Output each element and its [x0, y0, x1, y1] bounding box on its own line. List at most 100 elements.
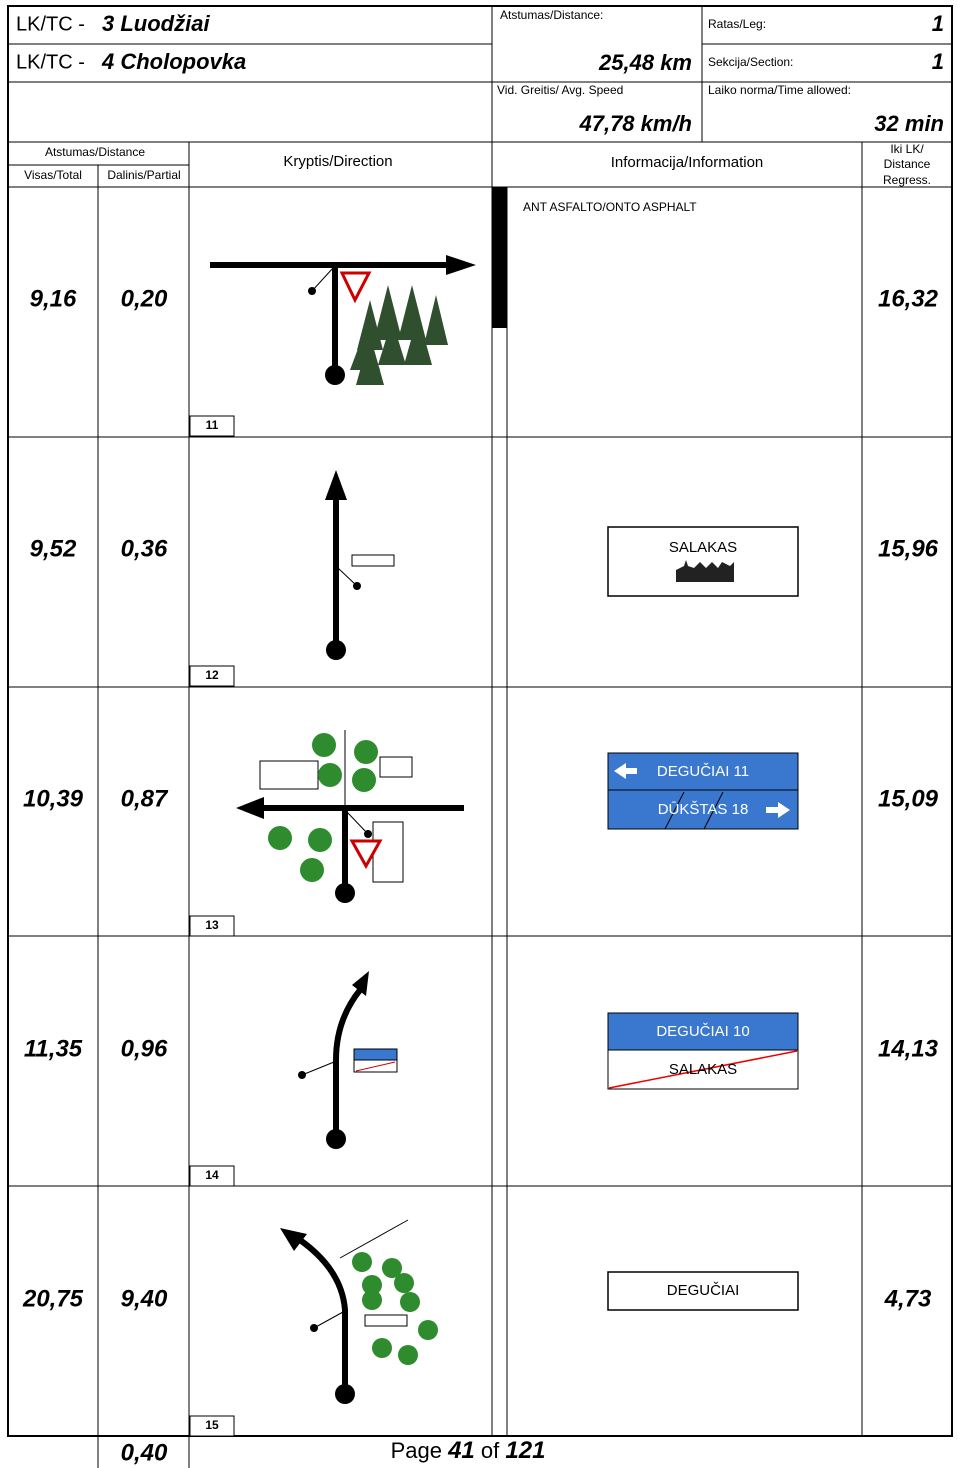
sign-shapes	[608, 1050, 798, 1089]
sign-text: DEGUČIAI 10	[656, 1023, 749, 1040]
sign-text: SALAKAS	[669, 539, 737, 556]
diagram-15	[335, 1384, 355, 1404]
leg-label: Ratas/Leg:	[708, 17, 766, 31]
sign-text: DEGUČIAI	[667, 1282, 740, 1299]
diagram-14	[353, 1048, 398, 1061]
diagram-14	[298, 1071, 306, 1079]
diagram-11	[404, 315, 432, 365]
sign-shapes	[607, 1012, 799, 1051]
diagram-15	[398, 1345, 418, 1365]
footer-partial: 0,40	[121, 1439, 168, 1466]
diagram-15	[298, 1237, 348, 1394]
diagram-15	[364, 1314, 408, 1327]
diagram-11	[350, 285, 448, 385]
diagram-11	[210, 187, 507, 385]
lk-prefix: LK/TC -	[16, 51, 85, 73]
diagram-12	[325, 470, 347, 500]
col-header: Regress.	[883, 173, 931, 187]
diagram-11	[311, 267, 334, 292]
grid-lines	[7, 5, 953, 1437]
lk-prefix: LK/TC -	[16, 13, 85, 35]
diagram-12	[351, 554, 395, 567]
grid-lines	[7, 5, 953, 1468]
total-distance: 11,35	[24, 1035, 83, 1062]
total-distance: 10,39	[23, 785, 84, 812]
section-label: Sekcija/Section:	[708, 55, 793, 69]
box-number: 12	[205, 668, 219, 682]
page-number: 41	[447, 1437, 475, 1464]
diagram-15	[310, 1324, 318, 1332]
time-label: Laiko norma/Time allowed:	[708, 83, 851, 97]
diagram-13	[300, 858, 324, 882]
box-frame	[189, 915, 235, 937]
col-header: Informacija/Information	[611, 154, 764, 171]
page-number: 121	[505, 1437, 545, 1464]
diagram-11	[378, 320, 406, 365]
diagram-15	[339, 1219, 409, 1259]
distance-label: Atstumas/Distance:	[500, 8, 603, 22]
diagram-15	[280, 1228, 307, 1251]
box-frame	[189, 1415, 235, 1437]
partial-distance: 0,87	[121, 785, 169, 812]
diagram-15	[418, 1320, 438, 1340]
diagram-13	[268, 826, 292, 850]
diagram-15	[280, 1219, 438, 1404]
page-number: Page 41 of 121	[391, 1437, 546, 1464]
box-frame	[189, 415, 235, 437]
box-frame	[189, 1165, 235, 1187]
diagram-11	[374, 285, 402, 340]
col-header: Visas/Total	[24, 168, 82, 182]
diagram-15	[362, 1290, 382, 1310]
diagram-12	[326, 640, 346, 660]
diagram-13	[308, 828, 332, 852]
col-header: Distance	[884, 157, 931, 171]
diagram-15	[313, 1311, 344, 1329]
sign-shapes	[607, 1271, 799, 1311]
lk-name: 4 Cholopovka	[101, 49, 246, 74]
diagram-13	[352, 768, 376, 792]
sign-shapes	[676, 560, 734, 582]
diagram-11	[308, 287, 316, 295]
partial-distance: 0,96	[121, 1035, 168, 1062]
sign-shapes	[766, 802, 790, 818]
time-value: 32 min	[874, 111, 944, 136]
diagram-13	[349, 839, 383, 870]
diagram-11	[325, 365, 345, 385]
diagram-13	[346, 811, 369, 835]
diagram-15	[362, 1275, 382, 1295]
diagram-13	[372, 821, 404, 883]
total-distance: 9,52	[30, 535, 77, 562]
distance-regress: 16,32	[878, 285, 939, 312]
col-header: Kryptis/Direction	[283, 153, 392, 170]
diagram-14	[326, 1129, 346, 1149]
diagram-12	[353, 582, 361, 590]
diagram-13	[364, 830, 372, 838]
diagram-13	[379, 756, 413, 778]
diagram-11	[339, 271, 372, 304]
diagram-13	[354, 740, 378, 764]
diagram-15	[372, 1338, 392, 1358]
speed-value: 47,78 km/h	[578, 111, 692, 136]
sign-shapes	[664, 791, 685, 830]
partial-distance: 0,36	[121, 535, 168, 562]
distance-regress: 14,13	[878, 1035, 939, 1062]
lk-name: 3 Luodžiai	[102, 11, 210, 36]
diagram-13	[312, 733, 336, 757]
speed-label: Vid. Greitis/ Avg. Speed	[497, 83, 623, 97]
box-number: 14	[205, 1168, 219, 1182]
diagram-15	[382, 1258, 402, 1278]
sign-shapes	[703, 791, 724, 830]
box-number: 11	[206, 418, 219, 432]
page-number: Page	[391, 1438, 442, 1463]
info-note: ANT ASFALTO/ONTO ASPHALT	[523, 200, 697, 214]
sign-shapes	[607, 526, 799, 1311]
distance-regress: 15,09	[878, 785, 939, 812]
diagram-12	[337, 567, 358, 587]
sign-text: DŪKŠTAS 18	[658, 801, 749, 818]
box-number: 13	[205, 918, 219, 932]
distance-regress: 4,73	[884, 1285, 932, 1312]
diagram-11	[492, 187, 507, 328]
diagram-14	[352, 971, 369, 996]
diagram-11	[424, 295, 448, 345]
